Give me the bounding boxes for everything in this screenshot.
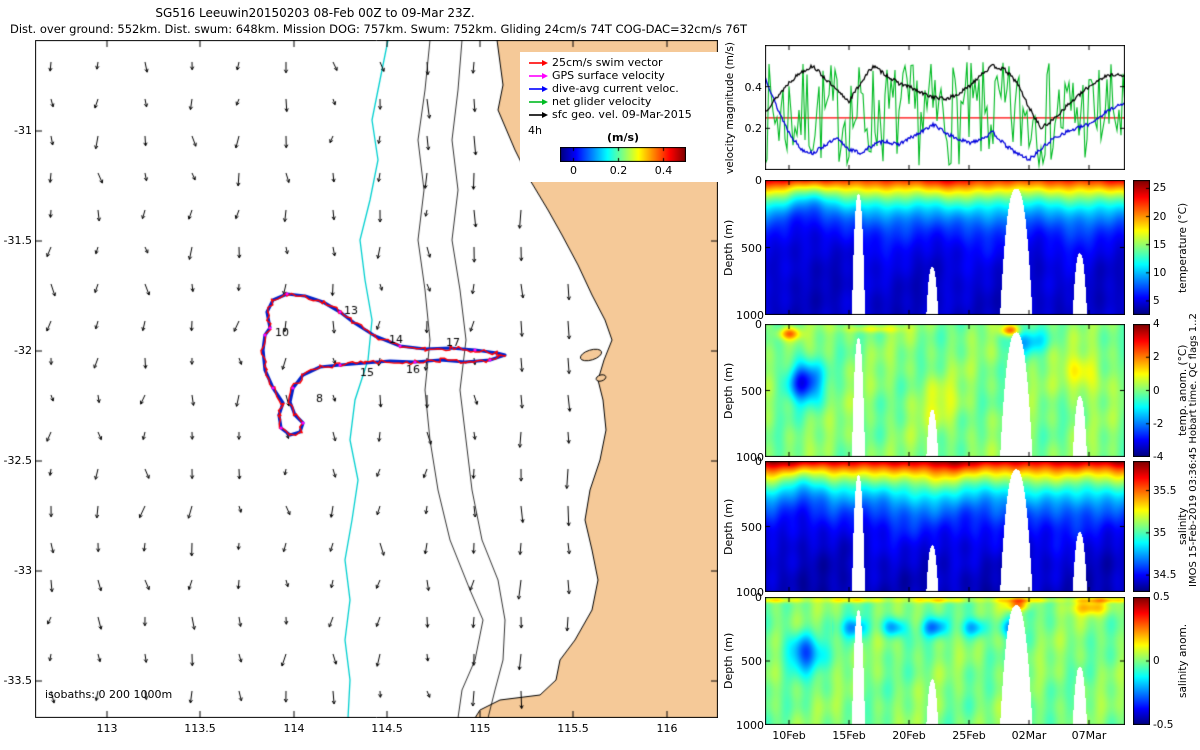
processing-watermark: IMOS 15-Feb-2019 03:36:45 Hobart time. Q… [1188, 313, 1199, 587]
salinity-anomaly-colorbar [1133, 597, 1150, 725]
time-tick-label: 15Feb [832, 729, 866, 742]
time-tick-label: 10Feb [772, 729, 806, 742]
figure-title-line2: Dist. over ground: 552km. Dist. swum: 64… [10, 22, 747, 36]
time-tick-label: 07Mar [1071, 729, 1107, 742]
legend-item: dive-avg current veloc. [527, 82, 692, 95]
colorbar-tick-label: -0.5 [1153, 719, 1174, 731]
temp-anomaly-colorbar [1133, 324, 1150, 457]
salinity-anomaly-section-canvas [765, 597, 1125, 725]
map-y-tick-label: -33.5 [3, 674, 32, 687]
map-x-tick-label: 114 [283, 722, 305, 735]
time-tick-label: 20Feb [892, 729, 926, 742]
legend-item: GPS surface velocity [527, 69, 692, 82]
legend-label: sfc geo. vel. 09-Mar-2015 [552, 108, 692, 121]
depth-tick-label: 1000 [736, 309, 764, 322]
time-tick-label: 25Feb [952, 729, 986, 742]
colorbar-tick-label: 0.5 [1153, 591, 1170, 603]
legend-label: net glider velocity [552, 95, 652, 108]
map-colorbar-tick-label: 0.2 [609, 164, 628, 177]
time-tick-label: 02Mar [1011, 729, 1047, 742]
colorbar-tick-label: -4 [1153, 451, 1164, 463]
figure-title-line1: SG516 Leeuwin20150203 08-Feb 00Z to 09-M… [155, 6, 475, 20]
colorbar-tick-label: 5 [1153, 294, 1160, 307]
map-colorbar [560, 147, 686, 162]
depth-tick-label: 0 [755, 318, 762, 331]
isobaths-note: isobaths: 0 200 1000m [45, 688, 173, 701]
depth-tick-label: 0 [755, 174, 762, 187]
colorbar-tick-label: 0 [1153, 384, 1160, 397]
depth-axis-label: Depth (m) [722, 632, 735, 690]
map-colorbar-tick-label: 0 [570, 164, 577, 177]
colorbar-tick-label: 20 [1153, 210, 1167, 223]
map-x-tick-label: 113.5 [184, 722, 216, 735]
depth-tick-label: 0 [755, 591, 762, 604]
depth-axis-label: Depth (m) [722, 219, 735, 276]
depth-axis-label: Depth (m) [722, 362, 735, 419]
depth-tick-label: 500 [741, 655, 762, 668]
colorbar-tick-label: -2 [1153, 417, 1164, 430]
legend-vector-icon [529, 59, 548, 66]
map-x-tick-label: 114.5 [371, 722, 403, 735]
legend-vector-icon [529, 85, 548, 92]
map-x-tick-label: 116 [656, 722, 678, 735]
colorbar-tick-label: 25 [1153, 182, 1167, 195]
colorbar-tick-label: 35.5 [1153, 484, 1177, 497]
depth-tick-label: 0 [755, 455, 762, 468]
legend-label: 25cm/s swim vector [552, 56, 663, 69]
map-y-tick-label: -31 [14, 124, 32, 137]
temp-anomaly-section-canvas [765, 324, 1125, 457]
map-y-tick-label: -32.5 [3, 454, 32, 467]
velocity-y-tick-label: 0.2 [744, 122, 763, 136]
depth-tick-label: 1000 [736, 719, 764, 732]
map-legend: 25cm/s swim vector GPS surface velocity di… [527, 56, 692, 121]
depth-tick-label: 500 [741, 241, 762, 255]
map-colorbar-title: (m/s) [606, 131, 640, 144]
legend-vector-icon [529, 72, 548, 79]
depth-axis-label: Depth (m) [722, 498, 735, 555]
salinity-colorbar [1133, 461, 1150, 592]
depth-tick-label: 500 [741, 384, 762, 398]
colorbar-tick-label: 2 [1153, 351, 1160, 364]
colorbar-tick-label: 4 [1153, 318, 1160, 330]
colorbar-tick-label: 15 [1153, 238, 1167, 251]
colorbar-tick-label: 34.5 [1153, 569, 1177, 582]
map-y-tick-label: -33 [14, 564, 32, 577]
depth-tick-label: 1000 [736, 451, 764, 464]
salinity-section-canvas [765, 461, 1125, 592]
colorbar-tick-label: 10 [1153, 266, 1167, 279]
velocity-plot-canvas [765, 45, 1125, 170]
velocity-y-tick-label: 0.4 [744, 80, 763, 94]
map-colorbar-tick-label: 0.4 [654, 164, 673, 177]
legend-item: sfc geo. vel. 09-Mar-2015 [527, 108, 692, 121]
map-y-tick-label: -32 [14, 344, 32, 357]
map-x-tick-label: 113 [96, 722, 118, 735]
legend-vector-icon [529, 111, 548, 118]
legend-vector-icon [529, 98, 548, 105]
legend-label: dive-avg current veloc. [552, 82, 679, 95]
colorbar-tick-label: 35 [1153, 526, 1167, 539]
map-y-tick-label: -31.5 [3, 234, 32, 247]
temperature-colorbar [1133, 180, 1150, 315]
legend-item: 25cm/s swim vector [527, 56, 692, 69]
depth-tick-label: 1000 [736, 586, 764, 599]
map-x-tick-label: 115 [469, 722, 491, 735]
vector-scale-label: 4h [528, 124, 542, 137]
legend-label: GPS surface velocity [552, 69, 665, 82]
depth-tick-label: 500 [741, 520, 762, 534]
temperature-section-canvas [765, 180, 1125, 315]
velocity-y-label: velocity magnitude (m/s) [724, 42, 736, 174]
map-x-tick-label: 115.5 [557, 722, 589, 735]
legend-item: net glider velocity [527, 95, 692, 108]
colorbar-tick-label: 0 [1153, 655, 1160, 667]
